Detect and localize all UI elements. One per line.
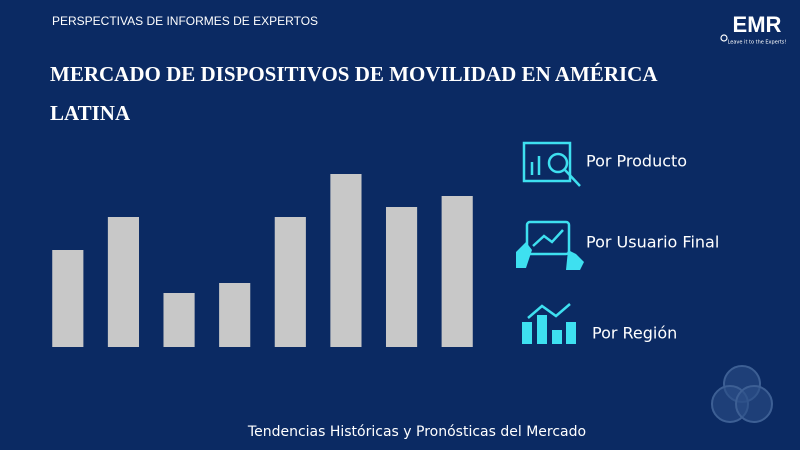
bar <box>274 217 306 347</box>
segment-label: Por Región <box>592 324 677 343</box>
bar <box>441 196 473 347</box>
logo-tagline: Leave it to the Experts! <box>728 40 787 46</box>
bar <box>107 217 140 347</box>
icon-region <box>522 303 576 344</box>
venn-decoration <box>711 365 773 423</box>
logo-name: EMR <box>733 12 782 37</box>
logo-mark <box>720 34 728 42</box>
segment-label: Por Usuario Final <box>586 233 719 252</box>
bar <box>52 250 84 347</box>
bar <box>219 283 251 347</box>
icon-product <box>522 141 581 187</box>
bar <box>385 207 418 347</box>
bar <box>163 293 195 347</box>
bar <box>330 174 362 347</box>
header-label: PERSPECTIVAS DE INFORMES DE EXPERTOS <box>52 14 318 28</box>
segment-label: Por Producto <box>586 152 687 171</box>
icon-user <box>516 220 584 270</box>
chart-title: LATINA <box>50 101 131 125</box>
chart-title: MERCADO DE DISPOSITIVOS DE MOVILIDAD EN … <box>50 62 658 86</box>
logo: EMR Leave it to the Experts! <box>720 12 787 46</box>
footer: Tendencias Históricas y Pronósticas del … <box>247 424 586 440</box>
